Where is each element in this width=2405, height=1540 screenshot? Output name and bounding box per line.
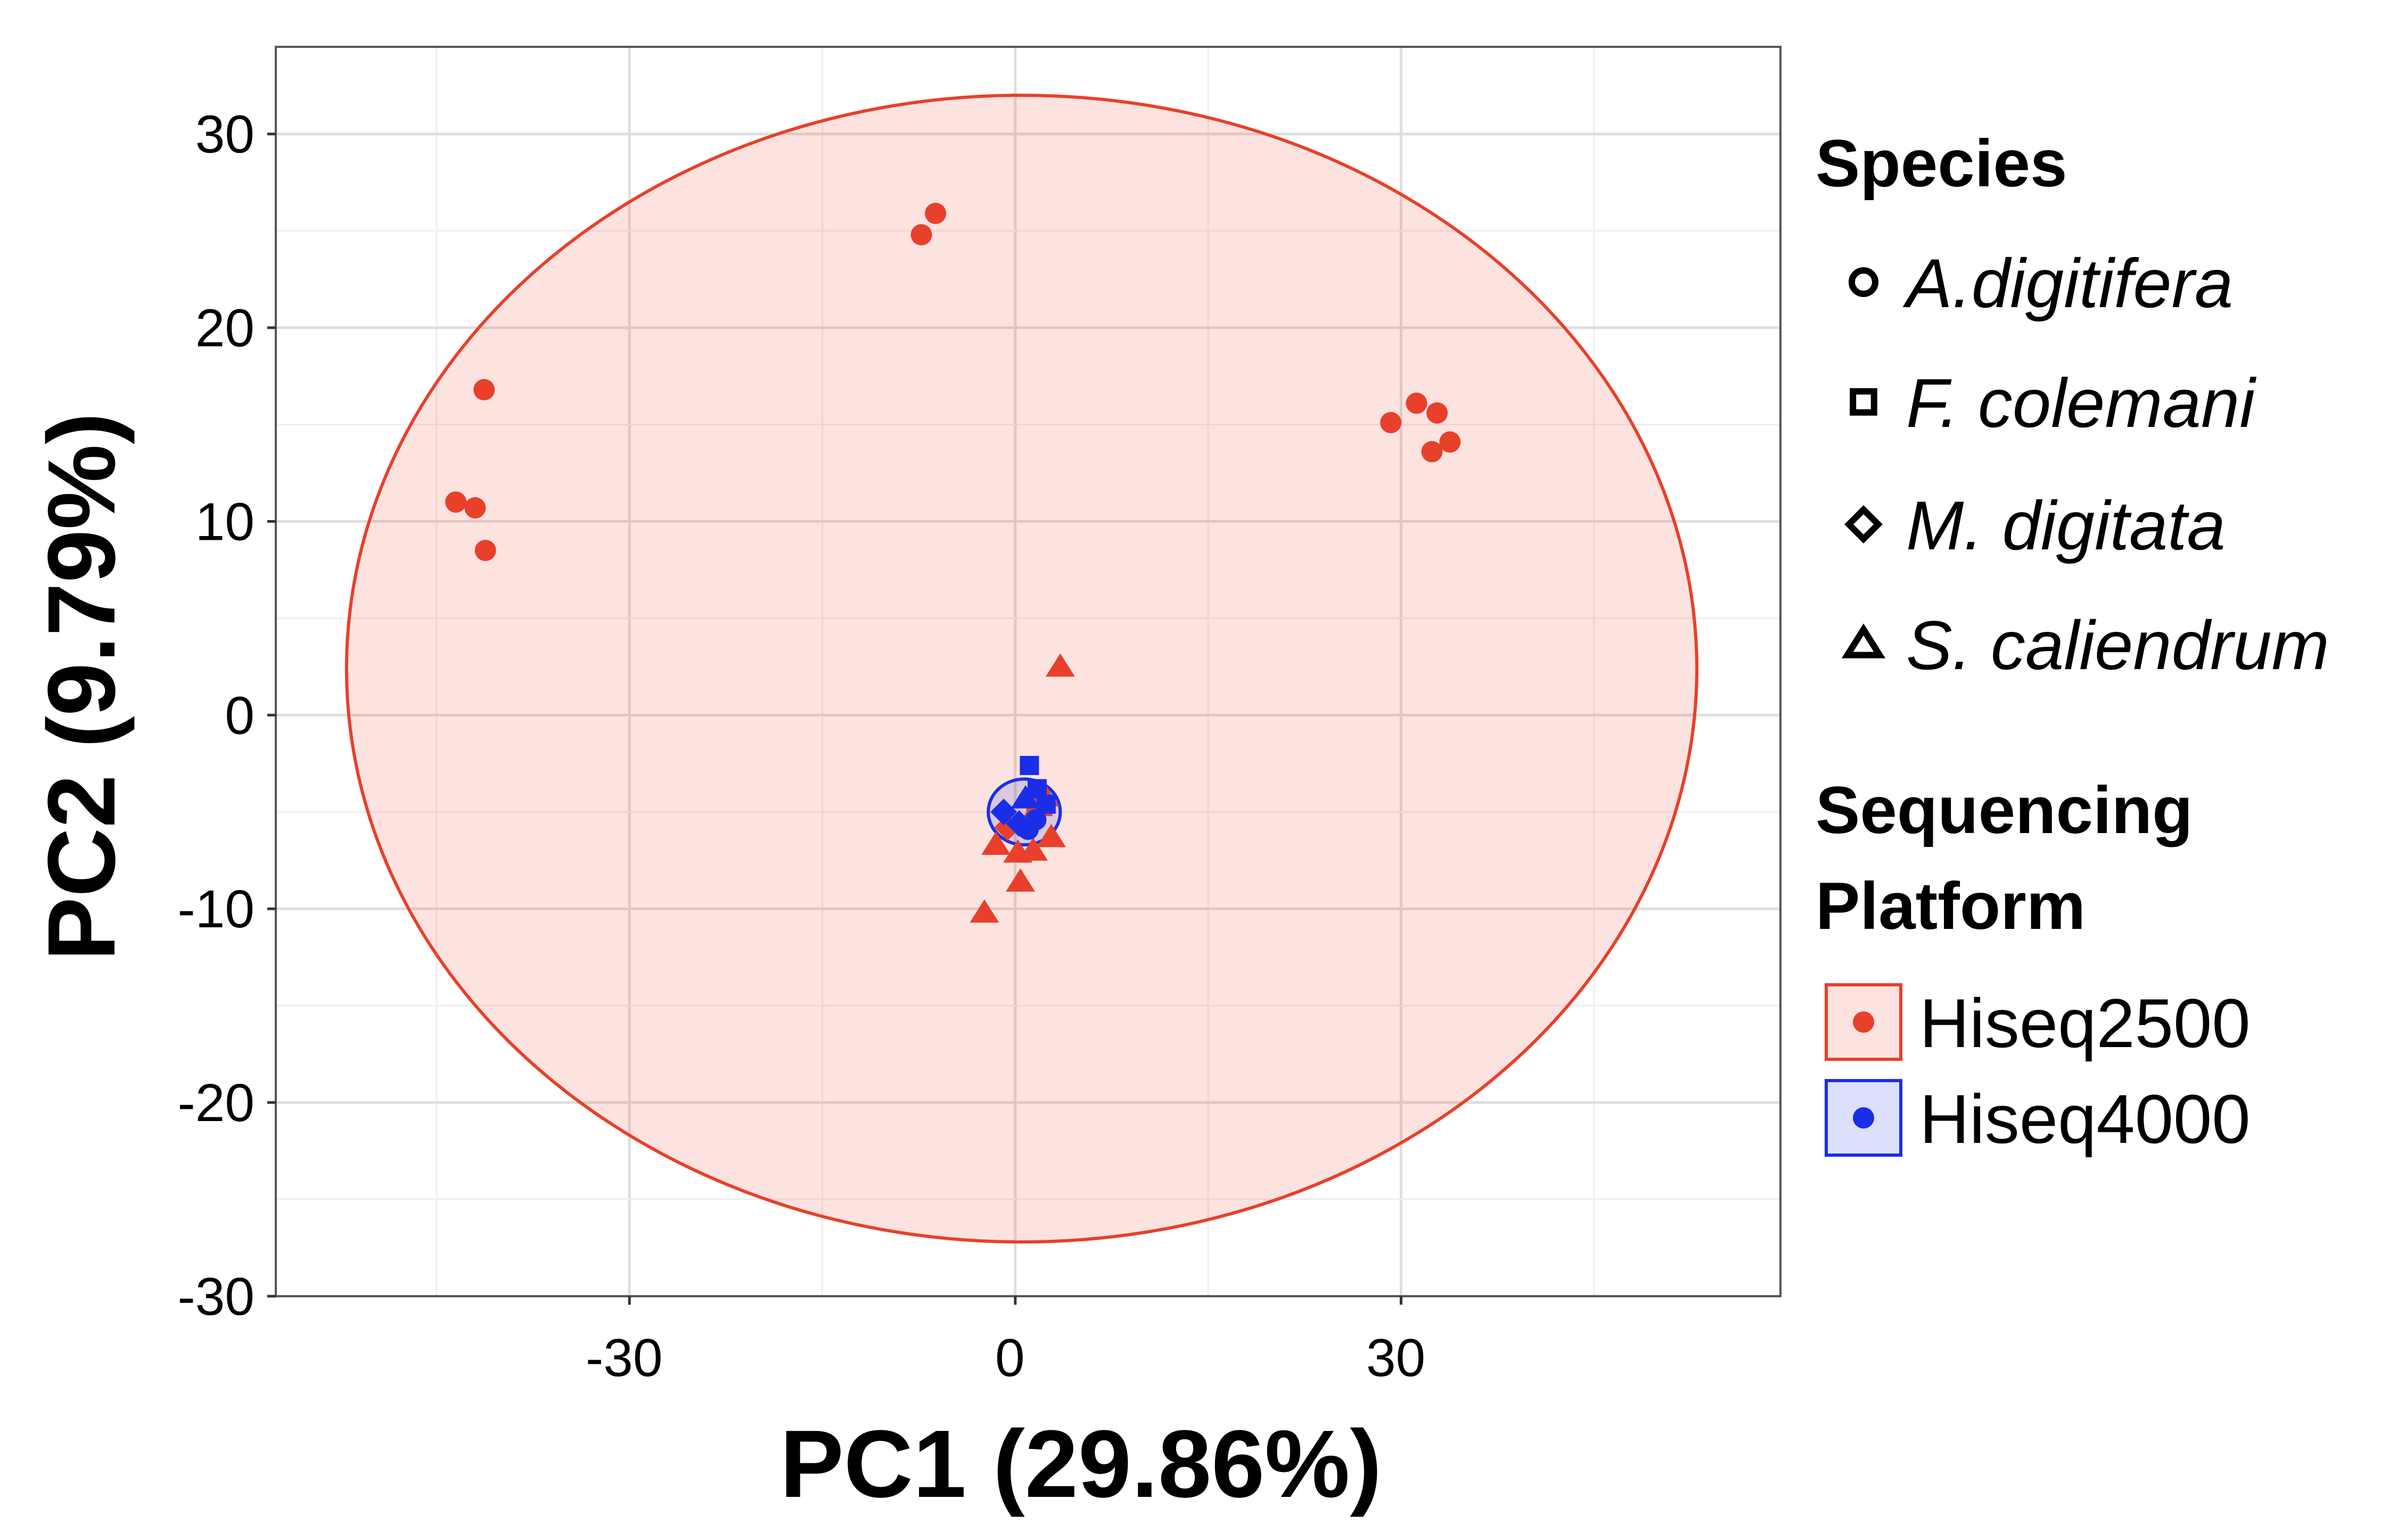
y-axis-title: PC2 (9.79%) bbox=[28, 413, 135, 961]
data-point-hiseq2500 bbox=[1380, 411, 1402, 433]
confidence-ellipses bbox=[344, 93, 1698, 1244]
legend-species-label: S. caliendrum bbox=[1906, 606, 2329, 684]
data-point-hiseq2500 bbox=[910, 224, 932, 245]
data-point-hiseq2500 bbox=[1006, 868, 1036, 892]
legend-square-icon bbox=[1850, 388, 1877, 416]
x-tick-label: 30 bbox=[1366, 1328, 1425, 1388]
legend-platform-dot-icon bbox=[1853, 1011, 1874, 1033]
data-point-hiseq2500 bbox=[1036, 823, 1066, 847]
legend-diamond-icon bbox=[1844, 505, 1883, 543]
data-point-hiseq2500 bbox=[464, 497, 486, 519]
legend-platform-dot-icon bbox=[1853, 1107, 1874, 1129]
ellipse-hiseq2500 bbox=[344, 93, 1698, 1244]
data-point-hiseq4000 bbox=[1011, 785, 1040, 809]
axes: 30 20 10 0 -10 -20 -30 -30 0 30 bbox=[177, 105, 1425, 1388]
y-tick-label: 30 bbox=[195, 105, 255, 164]
x-tick-label: -30 bbox=[586, 1328, 663, 1388]
legend-species-items: A.digitifera F. colemani M. digitata S. cal… bbox=[1841, 244, 2329, 684]
data-point-hiseq2500 bbox=[1406, 392, 1427, 414]
legend-species-item: F. colemani bbox=[1850, 364, 2256, 442]
data-point-hiseq2500 bbox=[474, 540, 496, 562]
plot-border bbox=[275, 46, 1782, 1297]
plot-panel bbox=[276, 47, 1780, 1296]
data-point-hiseq2500 bbox=[1421, 441, 1443, 463]
y-tick-label: -20 bbox=[177, 1073, 255, 1133]
data-point-hiseq2500 bbox=[1439, 431, 1461, 453]
data-point-hiseq4000 bbox=[1020, 755, 1039, 775]
legend-species-item: M. digitata bbox=[1844, 487, 2226, 564]
data-point-hiseq2500 bbox=[1426, 402, 1448, 424]
legend-platform-item: Hiseq2500 bbox=[1825, 983, 2251, 1062]
legend-platform-label: Hiseq2500 bbox=[1919, 984, 2251, 1062]
legend-platform-title-line1: Sequencing bbox=[1816, 773, 2193, 847]
legend-species-item: A.digitifera bbox=[1849, 244, 2233, 322]
y-tick-label: -30 bbox=[177, 1267, 255, 1327]
legend-species-label: M. digitata bbox=[1906, 487, 2226, 564]
legend: Species A.digitifera F. colemani M. digita… bbox=[1816, 127, 2329, 1158]
y-tick-label: 0 bbox=[225, 686, 255, 745]
data-point-hiseq2500 bbox=[1045, 653, 1075, 677]
legend-platform-items: Hiseq2500 Hiseq4000 bbox=[1825, 983, 2251, 1158]
data-point-hiseq2500 bbox=[473, 379, 495, 401]
legend-platform-item: Hiseq4000 bbox=[1825, 1079, 2251, 1158]
y-tick-label: 20 bbox=[195, 299, 255, 358]
legend-species-label: F. colemani bbox=[1906, 364, 2256, 442]
data-points bbox=[445, 202, 1461, 923]
y-tick-label: 10 bbox=[195, 492, 255, 551]
y-tick-label: -10 bbox=[177, 879, 255, 939]
data-point-hiseq2500 bbox=[981, 831, 1011, 855]
x-tick-label: 0 bbox=[995, 1328, 1025, 1388]
legend-species-item: S. caliendrum bbox=[1841, 606, 2329, 684]
data-point-hiseq2500 bbox=[925, 202, 947, 224]
data-point-hiseq2500 bbox=[970, 899, 999, 923]
legend-circle-icon bbox=[1849, 267, 1878, 297]
legend-platform-label: Hiseq4000 bbox=[1919, 1080, 2251, 1158]
legend-platform-title-line2: Platform bbox=[1816, 869, 2086, 943]
x-axis-title: PC1 (29.86%) bbox=[780, 1411, 1382, 1518]
legend-species-label: A.digitifera bbox=[1902, 244, 2233, 322]
data-point-hiseq2500 bbox=[445, 491, 467, 513]
data-point-hiseq4000 bbox=[990, 798, 1017, 826]
legend-triangle-icon bbox=[1841, 623, 1886, 658]
data-point-hiseq2500 bbox=[1019, 837, 1048, 861]
data-point-hiseq4000 bbox=[1025, 809, 1047, 830]
legend-species-title: Species bbox=[1816, 127, 2067, 201]
